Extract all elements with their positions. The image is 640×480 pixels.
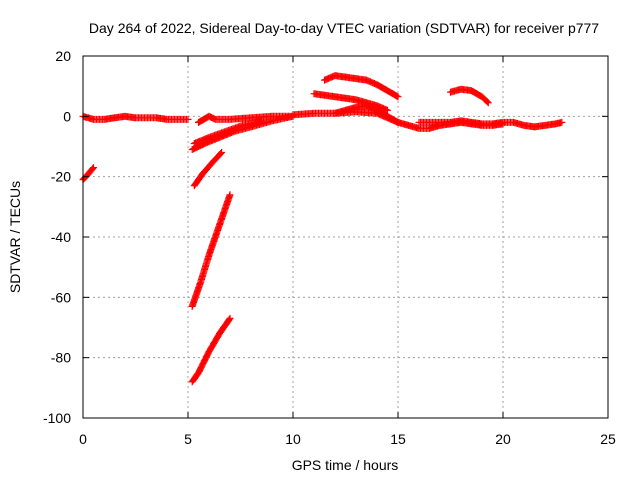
- series-mark: [447, 85, 492, 107]
- y-tick-label: -60: [51, 289, 71, 305]
- series-seg-7: [190, 117, 265, 147]
- series-seg-3: [188, 314, 234, 386]
- series-mark: [79, 164, 97, 184]
- series-seg-2: [79, 112, 192, 123]
- series-mark: [190, 149, 226, 190]
- series-seg-8: [195, 112, 297, 126]
- y-tick-label: -20: [51, 169, 71, 185]
- y-tick-label: -100: [43, 410, 71, 426]
- x-tick-label: 0: [79, 431, 87, 447]
- series-mark: [188, 314, 234, 386]
- series-seg-11: [321, 72, 402, 101]
- y-axis-label: SDTVAR / TECUs: [7, 181, 23, 293]
- data-marks: [79, 72, 566, 386]
- series-mark: [321, 72, 402, 101]
- y-tick-label: -80: [51, 350, 71, 366]
- y-tick-label: -40: [51, 229, 71, 245]
- y-tick-label: 0: [63, 108, 71, 124]
- series-seg-4: [188, 191, 234, 310]
- axis-ticks: 0 5 10 15 20 25 -100 -80 -60 -40 -20 0 20: [43, 48, 616, 447]
- series-mark: [190, 117, 265, 147]
- x-tick-label: 5: [184, 431, 192, 447]
- series-mark: [195, 112, 297, 126]
- series-mark: [331, 102, 402, 126]
- series-seg-15: [447, 85, 492, 107]
- series-mark: [79, 112, 192, 123]
- x-tick-label: 25: [600, 431, 616, 447]
- x-axis-label: GPS time / hours: [292, 457, 399, 473]
- series-seg-12: [331, 102, 402, 126]
- x-tick-label: 20: [495, 431, 511, 447]
- y-tick-label: 20: [55, 48, 71, 64]
- series-seg-1: [79, 164, 97, 184]
- series-mark: [415, 117, 566, 131]
- x-tick-label: 10: [285, 431, 301, 447]
- series-mark: [310, 90, 391, 114]
- series-mark: [188, 191, 234, 310]
- chart-title: Day 264 of 2022, Sidereal Day-to-day VTE…: [89, 20, 599, 36]
- series-seg-10: [310, 90, 391, 114]
- series-seg-5: [190, 149, 226, 190]
- x-tick-label: 15: [390, 431, 406, 447]
- series-seg-14: [415, 117, 566, 131]
